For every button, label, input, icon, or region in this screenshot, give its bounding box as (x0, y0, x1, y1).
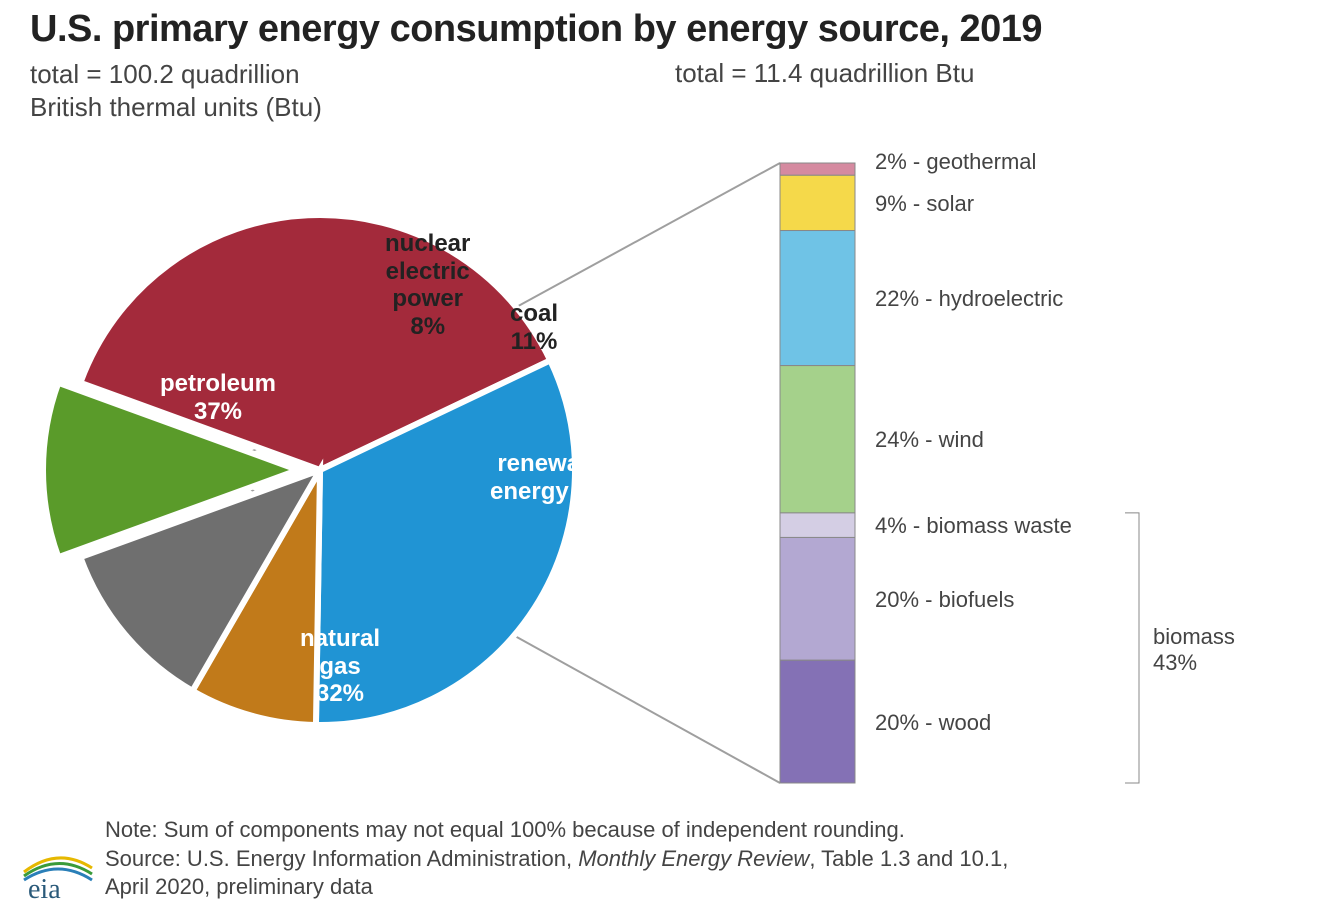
footnote-l2a: Source: U.S. Energy Information Administ… (105, 846, 578, 871)
pie-label-2: nuclearelectricpower8% (385, 230, 470, 340)
biomass-group-label: biomass 43% (1153, 624, 1235, 677)
footnote: Note: Sum of components may not equal 10… (105, 816, 1285, 902)
bar-segment-2 (780, 231, 855, 366)
bar-label-4: 4% - biomass waste (875, 513, 1072, 539)
footnote-l3: April 2020, preliminary data (105, 874, 373, 899)
footnote-l2b: , Table 1.3 and 10.1, (809, 846, 1008, 871)
bar-segment-5 (780, 537, 855, 660)
bar-segment-6 (780, 660, 855, 783)
pie-label-4: renewableenergy 11% (490, 450, 622, 505)
bar-segment-1 (780, 175, 855, 230)
bar-label-6: 20% - wood (875, 710, 991, 736)
eia-logo: eia (18, 852, 98, 902)
footnote-l1: Note: Sum of components may not equal 10… (105, 817, 905, 842)
bar-label-2: 22% - hydroelectric (875, 286, 1063, 312)
pie-label-0: petroleum37% (160, 370, 276, 425)
biomass-l1: biomass (1153, 624, 1235, 649)
bar-segment-3 (780, 366, 855, 513)
bar-segment-0 (780, 163, 855, 175)
biomass-bracket-path (1125, 513, 1139, 783)
pie-label-3: coal11% (510, 300, 558, 355)
biomass-bracket (1125, 513, 1139, 783)
footnote-l2i: Monthly Energy Review (578, 846, 809, 871)
bar-label-0: 2% - geothermal (875, 149, 1036, 175)
bar-label-1: 9% - solar (875, 191, 974, 217)
pie-label-1: naturalgas32% (300, 625, 380, 708)
bar-label-5: 20% - biofuels (875, 587, 1014, 613)
biomass-l2: 43% (1153, 650, 1197, 675)
chart-svg (0, 0, 1334, 920)
chart-page: U.S. primary energy consumption by energ… (0, 0, 1334, 920)
logo-text: eia (28, 874, 61, 902)
bar-segment-4 (780, 513, 855, 538)
bar-label-3: 24% - wind (875, 427, 984, 453)
stacked-bar (780, 163, 855, 783)
